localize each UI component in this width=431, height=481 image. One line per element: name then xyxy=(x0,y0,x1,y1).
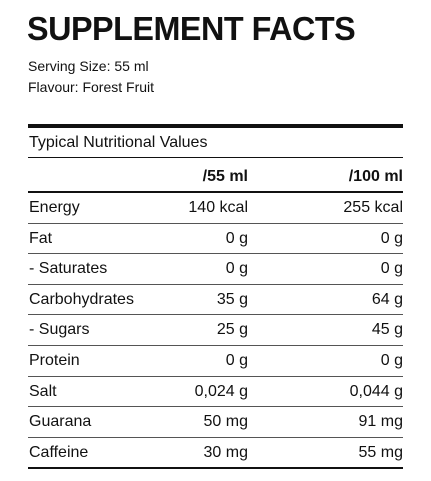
rule xyxy=(28,283,403,285)
cell-value: 91 mg xyxy=(358,413,403,431)
cell-value: 55 mg xyxy=(358,443,403,461)
cell-value: 0 g xyxy=(225,260,248,278)
cell-value: 0 g xyxy=(380,352,403,369)
cell-value: 0 g xyxy=(225,352,248,369)
cell-value: 0 g xyxy=(380,229,403,247)
rule xyxy=(28,345,403,346)
row-label: Salt xyxy=(29,382,57,400)
row-label: Energy xyxy=(29,199,80,216)
cell-value: 50 mg xyxy=(203,413,248,431)
serving-size: Serving Size: 55 ml xyxy=(28,58,149,74)
rule xyxy=(28,253,403,255)
column-header: /100 ml xyxy=(348,168,403,185)
cell-value: 45 g xyxy=(371,321,403,339)
row-label: Guarana xyxy=(29,413,92,431)
row-label: - Saturates xyxy=(29,260,108,278)
column-header: /55 ml xyxy=(202,168,248,185)
cell-value: 25 g xyxy=(216,321,248,339)
cell-value: 0 g xyxy=(225,229,248,247)
cell-value: 30 mg xyxy=(203,443,248,461)
cell-value: 255 kcal xyxy=(343,199,403,216)
rule xyxy=(28,222,403,224)
cell-value: 140 kcal xyxy=(188,199,248,216)
rule xyxy=(28,124,403,128)
table-caption: Typical Nutritional Values xyxy=(29,134,208,151)
row-label: - Sugars xyxy=(29,321,90,339)
row-label: Carbohydrates xyxy=(29,290,134,308)
cell-value: 35 g xyxy=(216,290,248,308)
title: SUPPLEMENT FACTS xyxy=(27,10,356,47)
rule xyxy=(28,157,403,158)
row-label: Caffeine xyxy=(29,443,89,461)
cell-value: 0,044 g xyxy=(349,382,403,400)
rule xyxy=(28,314,403,316)
row-label: Protein xyxy=(29,352,80,369)
rule xyxy=(28,375,403,377)
row-label: Fat xyxy=(29,229,53,247)
rule xyxy=(28,436,403,438)
rule xyxy=(28,406,403,408)
cell-value: 64 g xyxy=(371,290,403,308)
cell-value: 0,024 g xyxy=(194,382,248,400)
flavour: Flavour: Forest Fruit xyxy=(28,79,155,95)
rule xyxy=(28,467,403,470)
rule xyxy=(28,191,403,193)
cell-value: 0 g xyxy=(380,260,403,278)
